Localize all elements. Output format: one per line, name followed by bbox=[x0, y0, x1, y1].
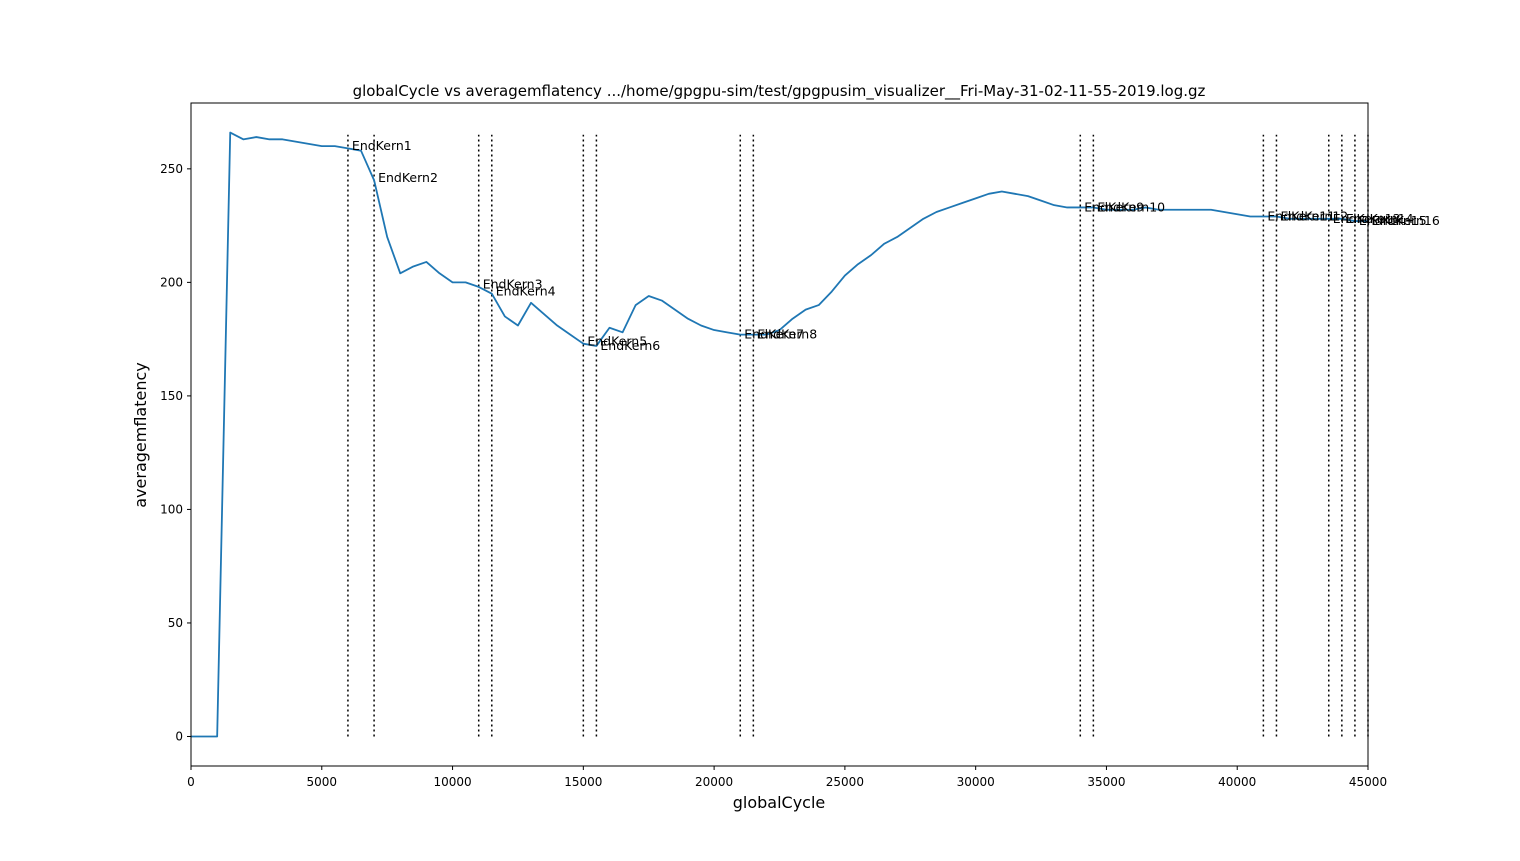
plot-frame bbox=[190, 102, 1369, 767]
kernel-marker-label-9: EndKern9 bbox=[1084, 199, 1144, 214]
x-tick-label-3: 15000 bbox=[564, 775, 602, 789]
x-tick-label-6: 30000 bbox=[957, 775, 995, 789]
kernel-marker-label-14: EndKern14 bbox=[1346, 211, 1414, 226]
kernel-marker-label-7: EndKern7 bbox=[744, 327, 804, 342]
x-tick-label-0: 0 bbox=[187, 775, 195, 789]
y-axis-label: averagemflatency bbox=[131, 362, 150, 508]
kernel-marker-label-5: EndKern5 bbox=[587, 333, 647, 348]
kernel-marker-label-8: EndKern8 bbox=[757, 327, 817, 342]
x-tick-label-9: 45000 bbox=[1349, 775, 1387, 789]
series-layer bbox=[191, 131, 1368, 738]
series-line-0 bbox=[191, 131, 1368, 738]
kernel-marker-label-1: EndKern1 bbox=[352, 138, 412, 153]
y-tick-label-2: 100 bbox=[160, 502, 183, 516]
kernel-marker-label-3: EndKern3 bbox=[483, 277, 543, 292]
kernel-marker-lines bbox=[347, 134, 1369, 737]
kernel-marker-label-13: EndKern13 bbox=[1333, 211, 1401, 226]
kernel-marker-label-16: EndKern16 bbox=[1372, 213, 1440, 228]
y-tick-label-1: 50 bbox=[168, 616, 183, 630]
y-tick-label-0: 0 bbox=[175, 729, 183, 743]
x-tick-label-7: 35000 bbox=[1087, 775, 1125, 789]
y-axis: 0 50 100 150 200 250 bbox=[160, 162, 191, 743]
kernel-marker-label-10: EndKern10 bbox=[1097, 199, 1165, 214]
kernel-marker-label-15: EndKern15 bbox=[1359, 213, 1427, 228]
x-tick-label-8: 40000 bbox=[1218, 775, 1256, 789]
kernel-marker-label-6: EndKern6 bbox=[600, 338, 660, 353]
y-tick-label-5: 250 bbox=[160, 162, 183, 176]
x-axis: 0 5000 10000 15000 20000 25000 30000 35000 40000… bbox=[187, 766, 1387, 789]
x-tick-label-5: 25000 bbox=[826, 775, 864, 789]
x-tick-label-2: 10000 bbox=[433, 775, 471, 789]
kernel-marker-label-2: EndKern2 bbox=[378, 170, 438, 185]
chart-title: globalCycle vs averagemflatency .../home… bbox=[353, 82, 1206, 101]
y-tick-label-3: 150 bbox=[160, 389, 183, 403]
kernel-marker-label-4: EndKern4 bbox=[496, 283, 556, 298]
kernel-marker-label-12: EndKern12 bbox=[1280, 209, 1348, 224]
x-tick-label-4: 20000 bbox=[695, 775, 733, 789]
y-tick-label-4: 200 bbox=[160, 275, 183, 289]
x-axis-label: globalCycle bbox=[733, 793, 826, 812]
kernel-marker-label-11: EndKern11 bbox=[1267, 209, 1335, 224]
x-tick-label-1: 5000 bbox=[307, 775, 338, 789]
